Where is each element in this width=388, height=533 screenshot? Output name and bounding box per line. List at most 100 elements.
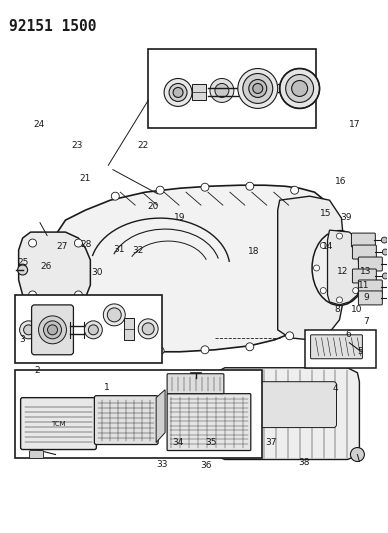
Circle shape [24, 325, 34, 335]
Text: 20: 20 [148, 203, 159, 212]
Circle shape [85, 321, 102, 339]
Circle shape [142, 323, 154, 335]
Text: 28: 28 [80, 240, 92, 249]
Circle shape [350, 448, 364, 462]
Text: 10: 10 [351, 304, 362, 313]
Circle shape [320, 288, 326, 294]
Circle shape [292, 80, 308, 96]
Circle shape [353, 243, 359, 248]
Bar [305, 330, 376, 368]
Circle shape [336, 233, 343, 239]
Circle shape [336, 297, 343, 303]
Text: 4: 4 [332, 384, 338, 393]
Polygon shape [156, 390, 165, 442]
Circle shape [201, 183, 209, 191]
FancyBboxPatch shape [124, 318, 134, 340]
Circle shape [173, 87, 183, 98]
Text: 13: 13 [360, 268, 372, 276]
Text: 9: 9 [363, 293, 369, 302]
Text: 34: 34 [172, 439, 184, 448]
Circle shape [253, 84, 263, 93]
FancyBboxPatch shape [310, 335, 362, 359]
Text: 17: 17 [349, 119, 360, 128]
Circle shape [38, 316, 66, 344]
Text: 36: 36 [201, 462, 212, 470]
Text: 24: 24 [33, 119, 44, 128]
Text: 7: 7 [363, 317, 369, 326]
FancyBboxPatch shape [352, 233, 375, 247]
Circle shape [246, 343, 254, 351]
Text: 23: 23 [71, 141, 83, 150]
Text: 15: 15 [320, 209, 331, 218]
Circle shape [246, 182, 254, 190]
Circle shape [19, 264, 27, 272]
Text: 33: 33 [156, 460, 168, 469]
FancyBboxPatch shape [359, 291, 382, 305]
Circle shape [353, 288, 359, 294]
Text: 1: 1 [104, 383, 110, 392]
Circle shape [88, 325, 98, 335]
Text: 92151 1500: 92151 1500 [9, 19, 96, 34]
Text: 22: 22 [137, 141, 149, 150]
Text: 25: 25 [17, 258, 29, 266]
Text: 8: 8 [334, 304, 340, 313]
Circle shape [20, 321, 38, 339]
Circle shape [286, 332, 294, 340]
Text: 19: 19 [173, 213, 185, 222]
Text: 11: 11 [359, 280, 370, 289]
Bar [15, 295, 162, 363]
Circle shape [74, 291, 82, 299]
Circle shape [47, 325, 57, 335]
FancyBboxPatch shape [94, 395, 158, 445]
Text: 31: 31 [113, 245, 125, 254]
Circle shape [249, 79, 267, 98]
Text: 3: 3 [19, 335, 25, 344]
Circle shape [164, 78, 192, 107]
Text: 2: 2 [35, 366, 40, 375]
Text: 27: 27 [56, 242, 68, 251]
Text: 12: 12 [337, 268, 348, 276]
Polygon shape [19, 232, 90, 308]
Text: 39: 39 [340, 213, 351, 222]
Text: 35: 35 [206, 439, 217, 448]
Circle shape [29, 239, 36, 247]
Circle shape [103, 304, 125, 326]
Circle shape [111, 192, 119, 200]
Circle shape [382, 249, 388, 255]
Circle shape [43, 321, 61, 339]
FancyBboxPatch shape [259, 382, 336, 427]
Polygon shape [278, 196, 343, 340]
Polygon shape [212, 368, 359, 459]
FancyBboxPatch shape [31, 305, 73, 355]
Text: 21: 21 [79, 174, 91, 183]
Circle shape [280, 69, 320, 108]
FancyBboxPatch shape [167, 374, 224, 394]
Circle shape [111, 344, 119, 352]
Circle shape [17, 265, 28, 275]
Circle shape [238, 69, 278, 108]
Circle shape [169, 84, 187, 101]
Polygon shape [55, 185, 329, 352]
Text: 30: 30 [91, 269, 102, 277]
FancyBboxPatch shape [352, 269, 376, 283]
Circle shape [107, 308, 121, 322]
Circle shape [320, 243, 326, 248]
Circle shape [74, 239, 82, 247]
FancyBboxPatch shape [192, 84, 206, 100]
Circle shape [138, 319, 158, 339]
Circle shape [210, 78, 234, 102]
Circle shape [243, 74, 273, 103]
Text: 38: 38 [298, 458, 310, 466]
Polygon shape [327, 230, 359, 305]
FancyBboxPatch shape [29, 450, 43, 458]
Text: 37: 37 [265, 439, 277, 448]
Text: 32: 32 [132, 246, 144, 255]
Text: 6: 6 [346, 330, 352, 339]
FancyBboxPatch shape [167, 394, 251, 450]
FancyBboxPatch shape [359, 257, 382, 271]
FancyBboxPatch shape [294, 83, 303, 96]
Text: 16: 16 [335, 177, 346, 186]
Circle shape [382, 273, 388, 279]
Text: 18: 18 [248, 247, 260, 256]
Circle shape [286, 75, 314, 102]
